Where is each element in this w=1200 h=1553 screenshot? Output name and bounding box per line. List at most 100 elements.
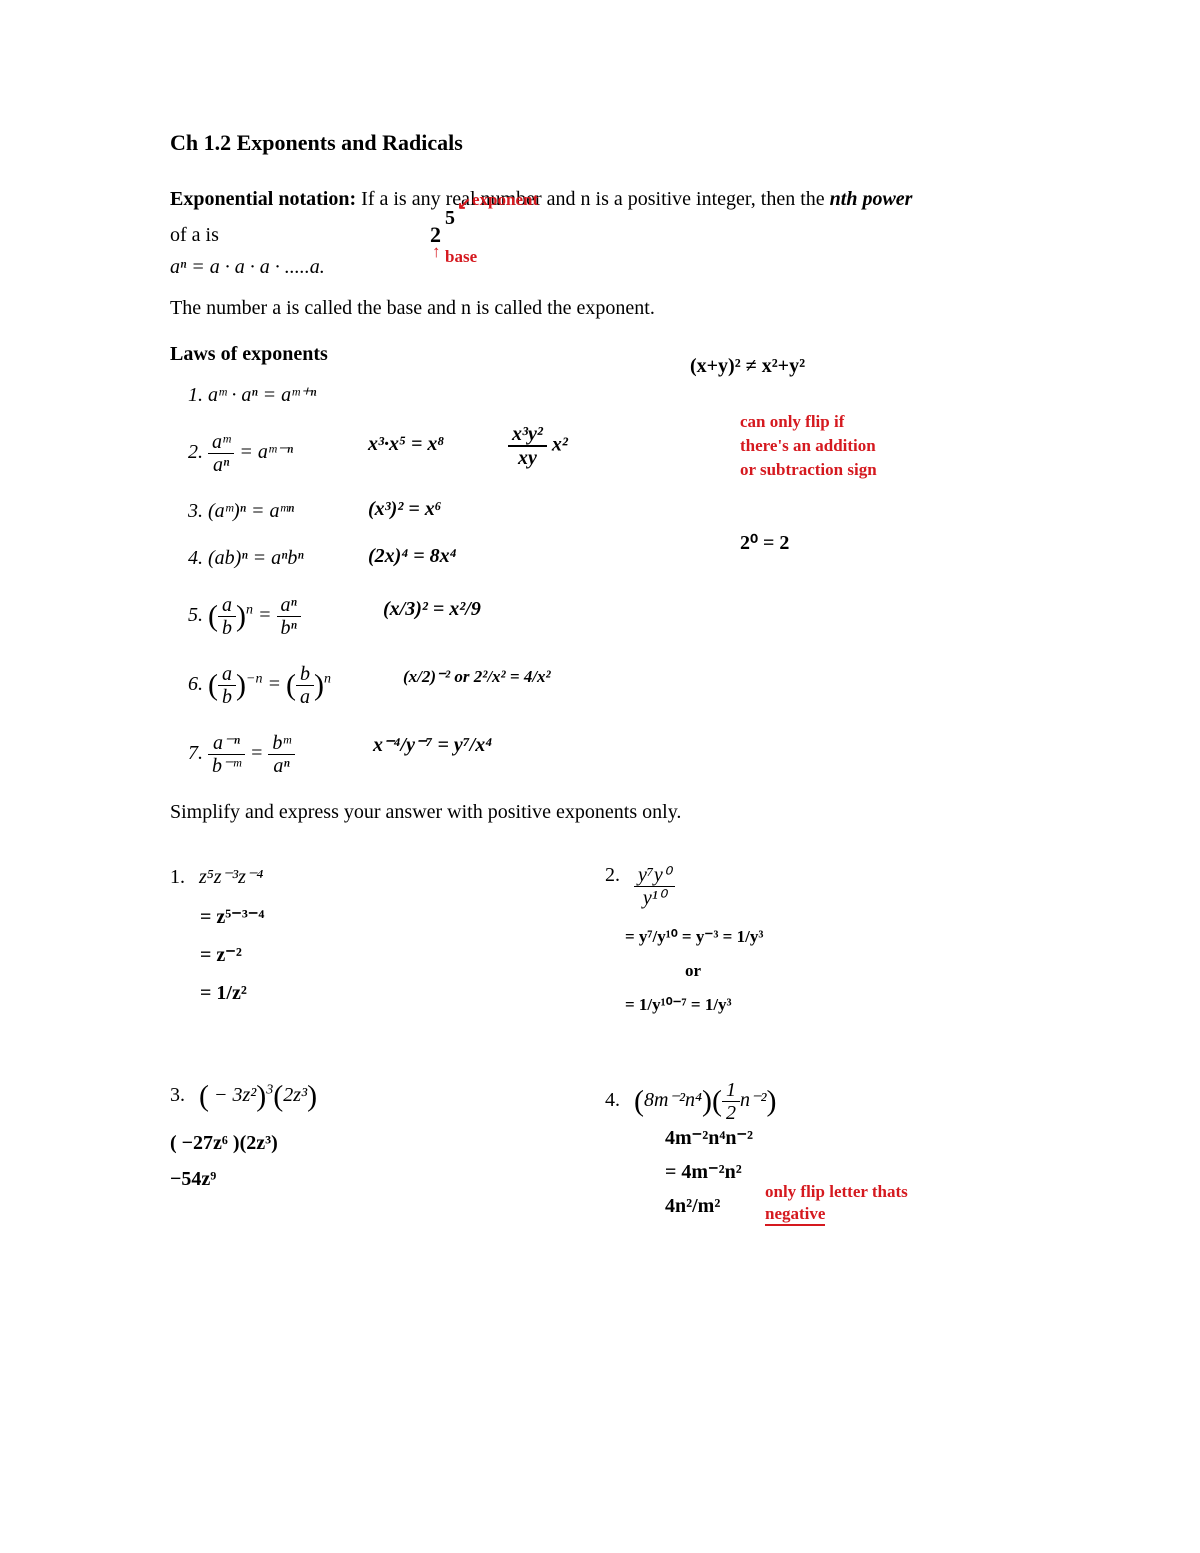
problem-2-work: = y⁷/y¹⁰ = y⁻³ = 1/y³ or = 1/y¹⁰⁻⁷ = 1/y… bbox=[625, 920, 763, 1022]
problem-3-work: ( −27z⁶ )(2z³) −54z⁹ bbox=[170, 1125, 278, 1197]
annotation-example-exp: 5 bbox=[445, 207, 455, 230]
law-3-example: (x³)² = x⁶ bbox=[368, 498, 442, 521]
problem-2-den: y¹⁰ bbox=[634, 887, 675, 909]
law-6-frac2: ba bbox=[296, 663, 314, 708]
law-5-eq: = bbox=[253, 604, 277, 626]
law-6-num: a bbox=[218, 663, 236, 686]
law-5-example: (x/3)² = x²/9 bbox=[383, 598, 481, 621]
intro-nth-power: nth power bbox=[830, 188, 913, 210]
law-7-frac: a⁻ⁿb⁻ᵐ bbox=[208, 732, 245, 777]
law-6-frac: ab bbox=[218, 663, 236, 708]
law-5-num: a bbox=[218, 594, 236, 617]
law-7: a⁻ⁿb⁻ᵐ = bᵐaⁿ x⁻⁴/y⁻⁷ = y⁷/x⁴ bbox=[208, 732, 1040, 777]
laws-heading: Laws of exponents bbox=[170, 343, 1040, 366]
law-3: (aᵐ)ⁿ = aᵐⁿ (x³)² = x⁶ bbox=[208, 500, 1040, 523]
law-6-rparen2: ) bbox=[314, 669, 324, 702]
law-7-num: a⁻ⁿ bbox=[208, 732, 245, 755]
law-7-frac2: bᵐaⁿ bbox=[268, 732, 294, 777]
p2-work-3: = 1/y¹⁰⁻⁷ = 1/y³ bbox=[625, 988, 763, 1022]
problem-4: 4. (8m⁻²n⁴)(12n⁻²) 4m⁻²n⁴n⁻² = 4m⁻²n² 4n… bbox=[605, 1079, 1040, 1124]
law-2: aᵐ aⁿ = aᵐ⁻ⁿ x³·x⁵ = x⁸ x³y² xy x² bbox=[208, 431, 1040, 476]
law-5: (ab)n = aⁿbⁿ (x/3)² = x²/9 bbox=[208, 594, 1040, 639]
p4-lp2: ( bbox=[712, 1085, 722, 1118]
p4-work-1: 4m⁻²n⁴n⁻² bbox=[665, 1121, 753, 1155]
problem-3: 3. ( − 3z²)3(2z³) ( −27z⁶ )(2z³) −54z⁹ bbox=[170, 1079, 605, 1124]
law-6-eq: = bbox=[262, 673, 286, 695]
law-6-exp2: n bbox=[324, 671, 331, 686]
intro-explain: The number a is called the base and n is… bbox=[170, 293, 1040, 323]
law-2-frac: aᵐ aⁿ bbox=[208, 431, 234, 476]
simplify-instruction: Simplify and express your answer with po… bbox=[170, 801, 1040, 824]
law-4-example: (2x)⁴ = 8x⁴ bbox=[368, 545, 457, 568]
problem-1-work: = z⁵⁻³⁻⁴ = z⁻² = 1/z² bbox=[200, 898, 264, 1012]
page: Ch 1.2 Exponents and Radicals Exponentia… bbox=[0, 0, 1200, 1553]
law-2b-den: xy bbox=[508, 447, 547, 469]
law-7-den2: aⁿ bbox=[268, 755, 294, 777]
annotation-base-arrow: ↑ bbox=[432, 242, 441, 262]
p3-work-1: ( −27z⁶ )(2z³) bbox=[170, 1125, 278, 1161]
intro-body-2: of a is bbox=[170, 220, 1040, 250]
law-6-lparen: ( bbox=[208, 669, 218, 702]
law-5-frac2: aⁿbⁿ bbox=[277, 594, 301, 639]
problem-3-expr: ( − 3z²)3(2z³) bbox=[199, 1084, 317, 1106]
law-2-den: aⁿ bbox=[208, 454, 234, 476]
p1-work-2: = z⁻² bbox=[200, 936, 264, 974]
law-6: (ab)−n = (ba)n (x/2)⁻² or 2²/x² = 4/x² bbox=[208, 663, 1040, 708]
law-1: aᵐ · aⁿ = aᵐ⁺ⁿ bbox=[208, 382, 1040, 407]
law-3-text: (aᵐ)ⁿ = aᵐⁿ bbox=[208, 500, 294, 522]
p4-rp1: ) bbox=[702, 1085, 712, 1118]
problem-row-1: 1. z⁵z⁻³z⁻⁴ = z⁵⁻³⁻⁴ = z⁻² = 1/z² 2. y⁷y… bbox=[170, 864, 1040, 909]
law-2-example-b: x³y² xy x² bbox=[508, 423, 568, 469]
problems: 1. z⁵z⁻³z⁻⁴ = z⁵⁻³⁻⁴ = z⁻² = 1/z² 2. y⁷y… bbox=[170, 864, 1040, 1124]
law-6-example: (x/2)⁻² or 2²/x² = 4/x² bbox=[403, 667, 551, 687]
p3-lp1: ( bbox=[199, 1079, 209, 1112]
p3-work-2: −54z⁹ bbox=[170, 1161, 278, 1197]
annotation-exponent-arrow: ↙ bbox=[457, 194, 471, 214]
p3-rp2: ) bbox=[307, 1079, 317, 1112]
law-5-lparen: ( bbox=[208, 600, 218, 633]
law-2-example-a: x³·x⁵ = x⁸ bbox=[368, 433, 444, 456]
p4-frac-num: 1 bbox=[722, 1079, 740, 1102]
p3-inner2: 2z³ bbox=[283, 1084, 307, 1106]
problem-1-number: 1. bbox=[170, 866, 194, 889]
law-6-den2: a bbox=[296, 686, 314, 708]
problem-4-expr: (8m⁻²n⁴)(12n⁻²) bbox=[634, 1089, 777, 1111]
law-1-text: aᵐ · aⁿ = aᵐ⁺ⁿ bbox=[208, 384, 316, 406]
problem-4-number: 4. bbox=[605, 1089, 629, 1112]
problem-2-frac: y⁷y⁰ y¹⁰ bbox=[634, 864, 675, 909]
intro-paragraph: Exponential notation: If a is any real n… bbox=[170, 184, 1040, 214]
p2-work-1: = y⁷/y¹⁰ = y⁻³ = 1/y³ bbox=[625, 920, 763, 954]
problem-4-note: only flip letter thats negative bbox=[765, 1181, 908, 1225]
laws-list: aᵐ · aⁿ = aᵐ⁺ⁿ aᵐ aⁿ = aᵐ⁻ⁿ x³·x⁵ = x⁸ x… bbox=[208, 382, 1040, 777]
p4-work-3: 4n²/m² bbox=[665, 1189, 753, 1223]
problem-2-num: y⁷y⁰ bbox=[634, 864, 675, 887]
law-4-text: (ab)ⁿ = aⁿbⁿ bbox=[208, 547, 304, 569]
law-5-exp: n bbox=[246, 602, 253, 617]
intro-lead: Exponential notation: bbox=[170, 188, 356, 210]
law-5-num2: aⁿ bbox=[277, 594, 301, 617]
p3-rp1: ) bbox=[256, 1079, 266, 1112]
law-6-den: b bbox=[218, 686, 236, 708]
p1-work-3: = 1/z² bbox=[200, 974, 264, 1012]
annotation-inequality: (x+y)² ≠ x²+y² bbox=[690, 355, 805, 378]
law-4: (ab)ⁿ = aⁿbⁿ (2x)⁴ = 8x⁴ bbox=[208, 547, 1040, 570]
annotation-base-label: base bbox=[445, 247, 477, 267]
chapter-title: Ch 1.2 Exponents and Radicals bbox=[170, 130, 1040, 156]
problem-2: 2. y⁷y⁰ y¹⁰ = y⁷/y¹⁰ = y⁻³ = 1/y³ or = 1… bbox=[605, 864, 1040, 909]
p4-inner1: 8m⁻²n⁴ bbox=[644, 1089, 702, 1111]
law-5-rparen: ) bbox=[236, 600, 246, 633]
law-2-rhs: = aᵐ⁻ⁿ bbox=[234, 441, 293, 463]
law-7-num2: bᵐ bbox=[268, 732, 294, 755]
problem-1-expr: z⁵z⁻³z⁻⁴ bbox=[199, 866, 263, 888]
law-2b-num: x³y² bbox=[508, 423, 547, 447]
p3-lp2: ( bbox=[273, 1079, 283, 1112]
p4-rp2: ) bbox=[767, 1085, 777, 1118]
p4-work-2: = 4m⁻²n² bbox=[665, 1155, 753, 1189]
p4-note-2: negative bbox=[765, 1204, 825, 1226]
p4-frac: 12 bbox=[722, 1079, 740, 1124]
law-7-eq: = bbox=[245, 742, 269, 764]
law-7-den: b⁻ᵐ bbox=[208, 755, 245, 777]
law-6-lparen2: ( bbox=[286, 669, 296, 702]
law-6-num2: b bbox=[296, 663, 314, 686]
problem-row-2: 3. ( − 3z²)3(2z³) ( −27z⁶ )(2z³) −54z⁹ 4… bbox=[170, 1079, 1040, 1124]
